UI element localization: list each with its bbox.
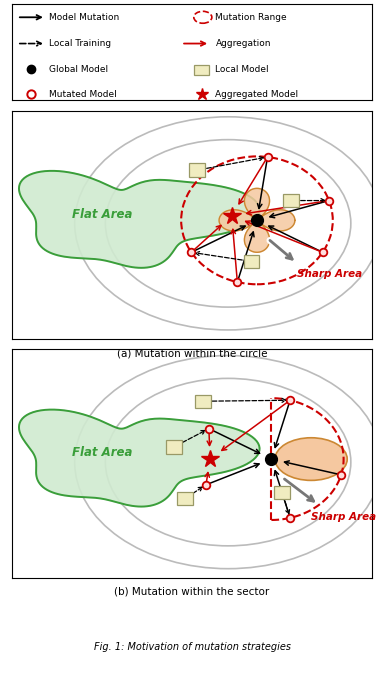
Text: Mutation Range: Mutation Range [215, 12, 287, 21]
Ellipse shape [275, 438, 347, 480]
Text: Local Model: Local Model [215, 64, 269, 73]
FancyBboxPatch shape [283, 194, 299, 207]
FancyBboxPatch shape [189, 163, 205, 176]
Text: (b) Mutation within the sector: (b) Mutation within the sector [114, 587, 270, 597]
FancyBboxPatch shape [243, 255, 260, 268]
Text: Fig. 1: Motivation of mutation strategies: Fig. 1: Motivation of mutation strategie… [93, 642, 291, 652]
Text: Sharp Area: Sharp Area [296, 268, 362, 279]
Text: Aggregation: Aggregation [215, 39, 271, 48]
Text: Local Training: Local Training [50, 39, 111, 48]
FancyBboxPatch shape [194, 64, 209, 75]
Text: Aggregated Model: Aggregated Model [215, 90, 299, 99]
Polygon shape [219, 188, 295, 253]
Polygon shape [19, 410, 260, 507]
Text: Sharp Area: Sharp Area [311, 512, 376, 522]
FancyBboxPatch shape [195, 394, 211, 408]
Polygon shape [19, 171, 260, 268]
Text: Global Model: Global Model [50, 64, 109, 73]
FancyBboxPatch shape [166, 440, 182, 453]
Text: Model Mutation: Model Mutation [50, 12, 120, 21]
Text: (a) Mutation within the circle: (a) Mutation within the circle [117, 348, 267, 358]
FancyBboxPatch shape [177, 492, 193, 505]
Text: Flat Area: Flat Area [71, 446, 132, 459]
FancyBboxPatch shape [274, 486, 290, 499]
Text: Flat Area: Flat Area [71, 208, 132, 221]
Text: Mutated Model: Mutated Model [50, 90, 117, 99]
